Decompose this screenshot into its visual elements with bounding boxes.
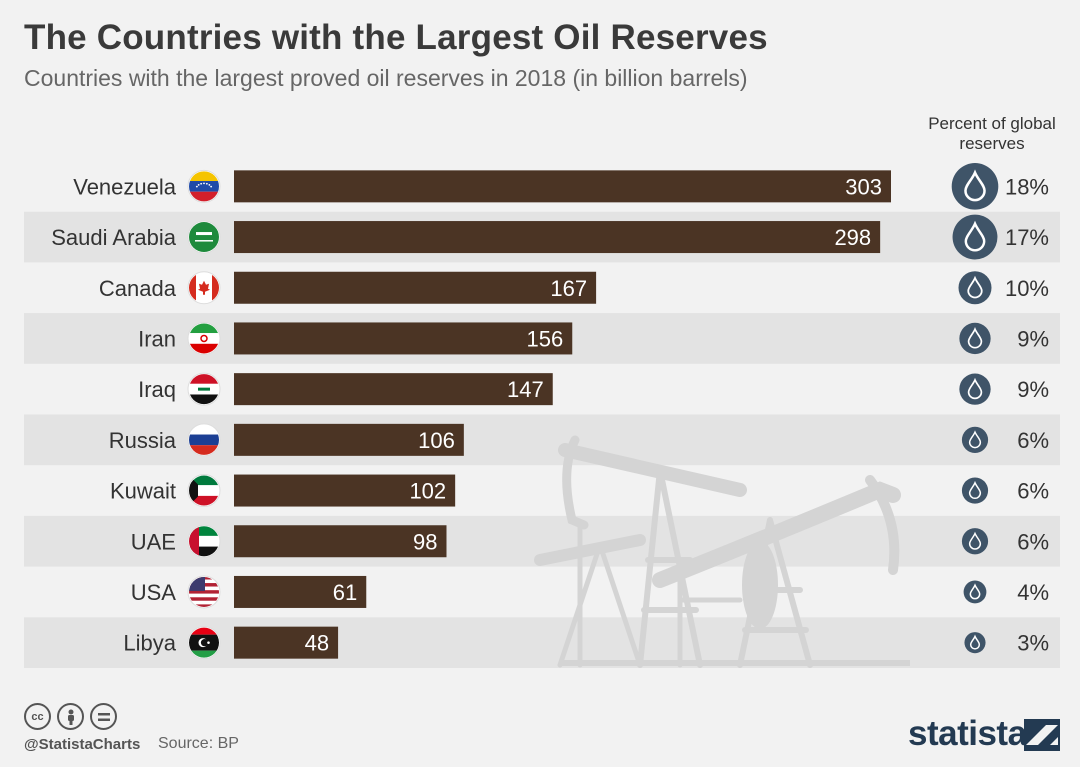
bar bbox=[234, 170, 891, 203]
flag-russia-icon bbox=[187, 423, 221, 457]
cc-icon[interactable]: cc bbox=[24, 703, 51, 730]
percent-label: 4% bbox=[1017, 580, 1049, 605]
oil-drop-icon bbox=[958, 271, 992, 305]
oil-pumpjack-icon bbox=[534, 435, 901, 668]
bar bbox=[234, 373, 553, 406]
category-label: Libya bbox=[123, 631, 176, 656]
category-label: Iraq bbox=[138, 377, 176, 402]
bar-value-label: 156 bbox=[527, 326, 564, 351]
category-label: Saudi Arabia bbox=[51, 225, 177, 250]
nd-icon[interactable] bbox=[90, 703, 117, 730]
category-label: Canada bbox=[99, 276, 177, 301]
category-label: USA bbox=[131, 580, 177, 605]
statista-logo-text[interactable]: statista bbox=[908, 714, 1027, 753]
statista-logo-icon bbox=[1024, 719, 1060, 751]
category-label: UAE bbox=[131, 529, 176, 554]
oil-drop-icon bbox=[952, 214, 998, 260]
percent-label: 3% bbox=[1017, 631, 1049, 656]
bar-value-label: 98 bbox=[413, 529, 437, 554]
oil-drop-icon bbox=[961, 528, 989, 555]
bar-value-label: 102 bbox=[409, 479, 446, 504]
oil-drop-icon bbox=[959, 373, 991, 405]
flag-uae-icon bbox=[187, 524, 221, 558]
flag-saudi-arabia-icon bbox=[187, 220, 221, 254]
flag-usa-icon bbox=[187, 575, 221, 609]
source-note: Source: BP bbox=[158, 735, 239, 752]
bar bbox=[234, 221, 881, 254]
percent-label: 6% bbox=[1017, 529, 1049, 554]
chart-subtitle: Countries with the largest proved oil re… bbox=[24, 65, 748, 91]
percent-label: 17% bbox=[1005, 225, 1049, 250]
bar bbox=[234, 271, 597, 304]
percent-column-header: Percent of global reserves bbox=[928, 114, 1056, 153]
license-icons: cc bbox=[24, 703, 117, 730]
category-label: Venezuela bbox=[73, 174, 177, 199]
flag-kuwait-icon bbox=[187, 474, 221, 508]
chart-title: The Countries with the Largest Oil Reser… bbox=[24, 18, 768, 57]
percent-label: 18% bbox=[1005, 174, 1049, 199]
bar bbox=[234, 626, 339, 659]
bar bbox=[234, 474, 456, 507]
bar-value-label: 147 bbox=[507, 377, 544, 402]
flag-libya-icon bbox=[187, 626, 221, 660]
oil-drop-icon bbox=[961, 477, 989, 504]
oil-drop-icon bbox=[951, 163, 999, 210]
flag-iran-icon bbox=[187, 321, 221, 355]
bar-value-label: 298 bbox=[834, 225, 871, 250]
bar-value-label: 48 bbox=[305, 631, 329, 656]
percent-label: 6% bbox=[1017, 428, 1049, 453]
percent-label: 6% bbox=[1017, 479, 1049, 504]
bar bbox=[234, 322, 573, 355]
bar-value-label: 167 bbox=[550, 276, 587, 301]
oil-drop-icon bbox=[964, 632, 986, 654]
row-stripe bbox=[24, 414, 1060, 466]
percent-label: 9% bbox=[1017, 326, 1049, 351]
bar bbox=[234, 423, 464, 456]
flag-iraq-icon bbox=[187, 372, 221, 406]
bar-value-label: 106 bbox=[418, 428, 455, 453]
flag-venezuela-icon bbox=[187, 169, 221, 203]
percent-label: 10% bbox=[1005, 276, 1049, 301]
bar bbox=[234, 575, 367, 608]
oil-pumpjack-icon bbox=[560, 541, 910, 666]
category-label: Russia bbox=[109, 428, 177, 453]
oil-drop-icon bbox=[959, 322, 991, 355]
category-label: Kuwait bbox=[110, 479, 176, 504]
oil-drop-icon bbox=[961, 426, 989, 453]
oil-drop-icon bbox=[963, 580, 987, 604]
flag-canada-icon bbox=[187, 271, 221, 305]
category-label: Iran bbox=[138, 326, 176, 351]
twitter-handle[interactable]: @StatistaCharts bbox=[24, 736, 141, 753]
bar-value-label: 61 bbox=[333, 580, 357, 605]
bar bbox=[234, 525, 447, 558]
by-icon[interactable] bbox=[57, 703, 84, 730]
bar-value-label: 303 bbox=[845, 174, 882, 199]
percent-label: 9% bbox=[1017, 377, 1049, 402]
